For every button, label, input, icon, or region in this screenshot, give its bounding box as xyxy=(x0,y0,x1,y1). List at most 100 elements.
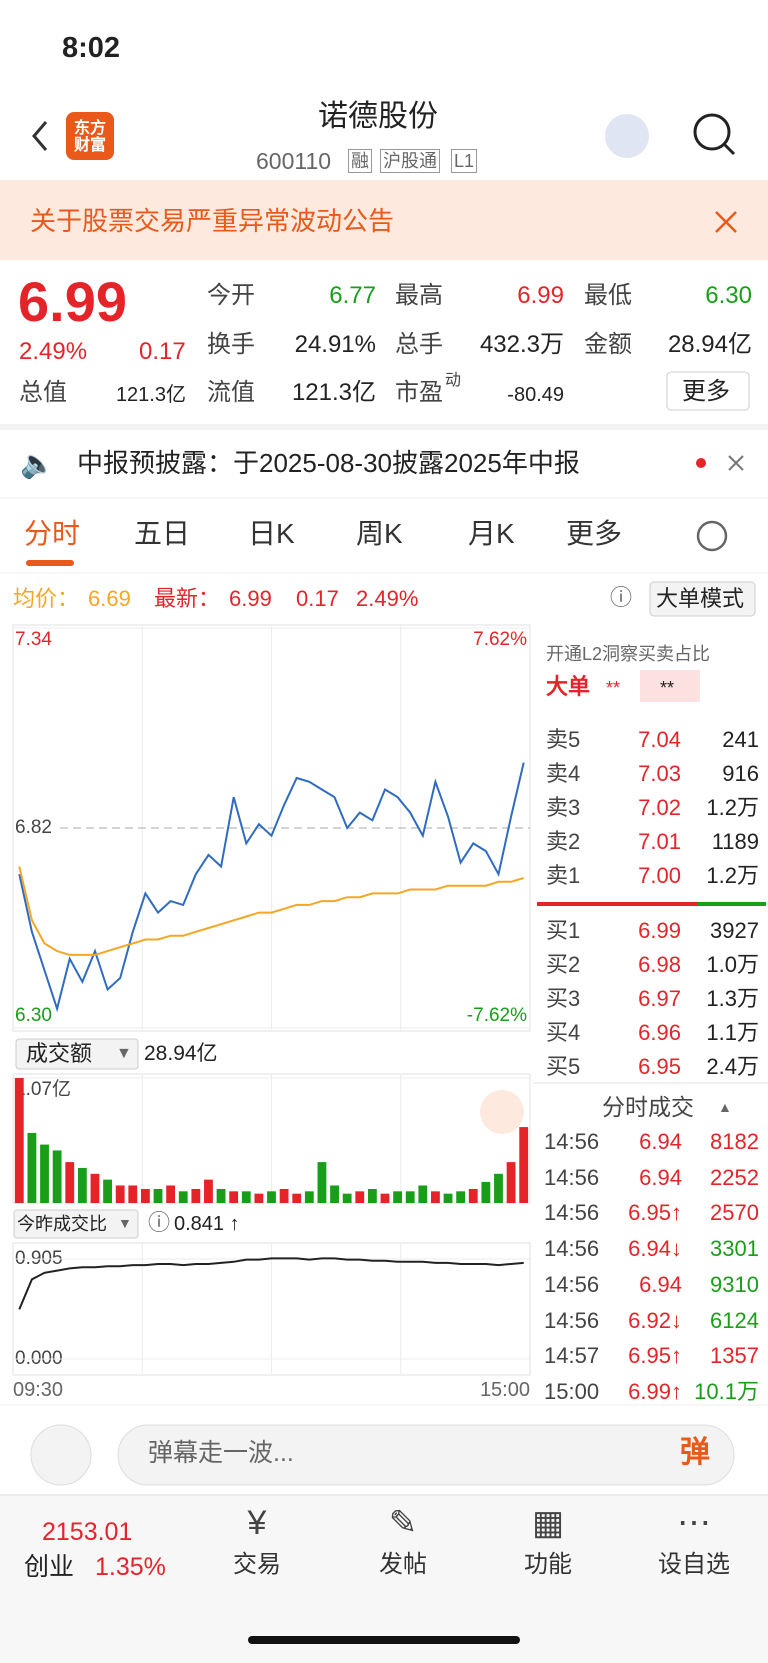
volume-bar xyxy=(405,1191,415,1203)
dropdown: ▼ xyxy=(116,1045,132,1062)
volume-bar xyxy=(191,1188,201,1203)
trade-price: 6.94 xyxy=(639,1129,682,1154)
book-price: 7.00 xyxy=(638,863,681,888)
badge: 融 xyxy=(348,149,372,173)
index-name[interactable]: 创业 xyxy=(24,1553,75,1581)
volume-bar xyxy=(229,1191,239,1203)
back-button[interactable] xyxy=(32,121,48,151)
ratio-selector[interactable]: 今昨成交比 xyxy=(17,1214,107,1234)
nav-item[interactable]: 设自选 xyxy=(658,1551,730,1578)
dot xyxy=(696,458,706,468)
trade-time: 14:56 xyxy=(544,1271,600,1297)
book-label: 卖2 xyxy=(546,829,581,854)
settings-button[interactable] xyxy=(696,520,728,552)
volume-total: 28.94亿 xyxy=(144,1042,218,1065)
home-indicator xyxy=(248,1636,520,1644)
help-icon[interactable]: ⓘ xyxy=(610,585,633,610)
tab[interactable]: 月K xyxy=(468,518,515,549)
logo-text: 东方财富 xyxy=(73,120,106,154)
tab[interactable]: 五日 xyxy=(134,518,191,549)
index-value[interactable]: 2153.01 xyxy=(42,1518,133,1546)
comment-icon[interactable] xyxy=(30,1424,92,1486)
book-volume: 1.1万 xyxy=(706,1020,759,1045)
comment-placeholder[interactable]: 弹幕走一波... xyxy=(148,1439,294,1467)
sort-arrow[interactable]: ▲ xyxy=(718,1099,732,1115)
disclosure[interactable]: 中报预披露：于2025-08-30披露2025年中报 xyxy=(77,448,580,478)
ratio-selector[interactable] xyxy=(13,1209,139,1239)
trade-price: 6.92↓ xyxy=(628,1307,682,1333)
more-button[interactable] xyxy=(666,371,750,411)
tab[interactable]: 日K xyxy=(248,518,295,549)
stat-value: 432.3万 xyxy=(479,331,564,358)
series-line xyxy=(18,1257,524,1310)
book-volume: 3927 xyxy=(710,918,759,943)
stock-code: 600110 xyxy=(256,148,332,174)
y-tick-label: 7.34 xyxy=(15,629,52,650)
search-button[interactable] xyxy=(693,113,731,151)
trade-volume: 9310 xyxy=(710,1271,759,1297)
nav-item[interactable]: 交易 xyxy=(233,1551,281,1578)
volume-bar xyxy=(481,1181,491,1203)
comment-input[interactable] xyxy=(117,1424,735,1486)
trade-time: 14:56 xyxy=(544,1236,600,1262)
expand-button[interactable] xyxy=(480,1090,524,1134)
volume-selector[interactable]: 成交额 xyxy=(26,1041,93,1066)
series-line xyxy=(18,762,525,1013)
avg-label: 均价： xyxy=(13,586,80,611)
close-notice[interactable] xyxy=(715,211,737,233)
more[interactable]: 更多 xyxy=(682,378,730,405)
price: 6.99 xyxy=(18,270,127,333)
book-volume: 1.0万 xyxy=(706,952,759,977)
stat-sup: 动 xyxy=(445,372,462,389)
tab[interactable]: 分时 xyxy=(24,518,81,549)
nav-item[interactable]: 发帖 xyxy=(379,1551,427,1578)
volume-bar xyxy=(254,1193,264,1203)
y-tick-label: 1.07亿 xyxy=(15,1078,71,1100)
volume-bar xyxy=(77,1167,87,1203)
tab-indicator xyxy=(26,560,74,566)
tab[interactable]: 更多 xyxy=(566,518,623,549)
mode[interactable]: 大单模式 xyxy=(656,586,745,611)
trade-volume: 1357 xyxy=(710,1343,759,1369)
trade-price: 6.94 xyxy=(639,1271,682,1297)
book-volume: 1.3万 xyxy=(706,986,759,1011)
book-label: 买1 xyxy=(546,918,581,943)
stock-name: 诺德股份 xyxy=(318,100,438,133)
trade-volume: 6124 xyxy=(710,1307,759,1333)
book-price: 6.95 xyxy=(638,1054,681,1079)
mode-button[interactable] xyxy=(649,581,756,617)
volume-selector[interactable] xyxy=(15,1038,139,1070)
trade-time: 14:56 xyxy=(544,1129,600,1154)
volume-bar xyxy=(216,1188,226,1203)
stat-value: 24.91% xyxy=(294,331,376,358)
book-volume: 1.2万 xyxy=(706,795,759,820)
volume-bar xyxy=(27,1132,37,1203)
nav-item[interactable]: 功能 xyxy=(524,1551,572,1578)
danmu-button[interactable]: 弹 xyxy=(680,1436,710,1469)
stat-label: 今开 xyxy=(207,282,255,309)
index-pct[interactable]: 1.35% xyxy=(95,1553,166,1581)
stat-label: 最低 xyxy=(584,282,632,309)
volume-bar xyxy=(279,1188,289,1203)
avatar[interactable] xyxy=(605,114,649,158)
stat-value: 6.77 xyxy=(329,282,376,309)
volume-bar xyxy=(204,1179,213,1203)
volume-bar xyxy=(317,1162,327,1203)
book-label: 买2 xyxy=(546,952,581,977)
book-price: 6.99 xyxy=(638,918,681,943)
l2-title[interactable]: 开通L2洞察买卖占比 xyxy=(546,644,711,664)
help-icon[interactable]: ⓘ xyxy=(148,1210,171,1235)
trade-price: 6.95↑ xyxy=(628,1343,682,1369)
big-order-box xyxy=(640,670,700,702)
avg-price: 6.69 xyxy=(88,586,131,611)
stat-label: 总值 xyxy=(19,379,67,406)
book-volume: 2.4万 xyxy=(706,1054,759,1079)
trade-volume: 10.1万 xyxy=(694,1378,759,1404)
tab[interactable]: 周K xyxy=(356,518,403,549)
latest-label: 最新： xyxy=(154,586,221,611)
book-price: 7.03 xyxy=(638,761,681,786)
notice[interactable]: 关于股票交易严重异常波动公告 xyxy=(30,206,395,236)
close-disclosure[interactable] xyxy=(728,455,744,471)
volume-bar xyxy=(330,1185,339,1203)
